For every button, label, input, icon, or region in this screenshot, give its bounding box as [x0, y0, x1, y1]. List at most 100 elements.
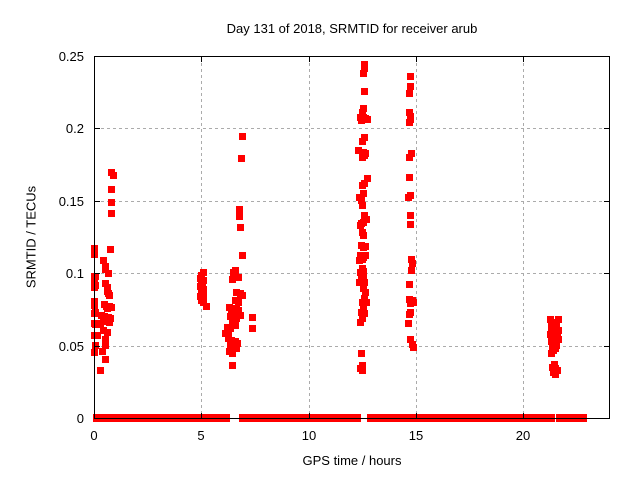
data-point [235, 274, 242, 281]
data-point [92, 309, 99, 316]
data-point [407, 212, 414, 219]
data-point [357, 269, 364, 276]
data-point [554, 367, 561, 374]
data-point [358, 350, 365, 357]
data-point [249, 314, 256, 321]
data-point [357, 222, 364, 229]
data-point [110, 172, 117, 179]
data-point [106, 319, 113, 326]
y-tick-mark [95, 273, 100, 274]
data-point [94, 332, 101, 339]
data-point [406, 281, 413, 288]
data-point [99, 348, 106, 355]
data-point [229, 276, 236, 283]
x-tick-label: 0 [90, 428, 98, 443]
data-point [552, 371, 559, 378]
data-point [359, 109, 366, 116]
x-tick-mark [416, 57, 417, 62]
data-point [361, 88, 368, 95]
x-gridline [416, 57, 417, 418]
data-point [360, 190, 367, 197]
data-point [235, 299, 242, 306]
data-point [107, 246, 114, 253]
y-tick-mark [604, 201, 609, 202]
data-point [232, 322, 239, 329]
data-point [555, 316, 562, 323]
y-gridline [95, 273, 609, 274]
x-tick-label: 10 [301, 428, 317, 443]
data-point [100, 257, 107, 264]
data-point [228, 337, 235, 344]
data-point [408, 256, 415, 263]
data-point [407, 336, 414, 343]
data-point [233, 345, 240, 352]
data-point [108, 186, 115, 193]
data-point [406, 90, 413, 97]
data-point [406, 174, 413, 181]
data-point [92, 273, 99, 280]
data-point [92, 342, 99, 349]
x-tick-mark [309, 57, 310, 62]
x-tick-label: 15 [408, 428, 424, 443]
data-point [359, 154, 366, 161]
y-tick-mark [95, 201, 100, 202]
data-point [355, 147, 362, 154]
x-tick-label: 20 [515, 428, 531, 443]
data-point [408, 267, 415, 274]
data-point [238, 155, 245, 162]
data-point [104, 284, 111, 291]
data-point [405, 194, 412, 201]
data-point [359, 299, 366, 306]
data-point [229, 350, 236, 357]
x-tick-mark [523, 57, 524, 62]
data-point [363, 299, 370, 306]
data-point [97, 321, 104, 328]
data-point [406, 154, 413, 161]
data-point [100, 327, 107, 334]
data-point [361, 279, 368, 286]
data-point [407, 83, 414, 90]
data-point [356, 257, 363, 264]
data-point [227, 325, 234, 332]
y-tick-mark [95, 346, 100, 347]
data-point [203, 303, 210, 310]
data-point [359, 315, 366, 322]
data-point [359, 182, 366, 189]
data-point [361, 134, 368, 141]
data-point [406, 311, 413, 318]
data-point [237, 312, 244, 319]
x-tick-mark [94, 413, 95, 418]
plot-border-left [94, 56, 95, 419]
data-point [108, 304, 115, 311]
data-point [358, 197, 365, 204]
data-point [236, 206, 243, 213]
data-point [364, 116, 371, 123]
data-point [408, 298, 415, 305]
y-tick-mark [95, 128, 100, 129]
y-tick-label: 0 [76, 411, 84, 426]
data-point [405, 320, 412, 327]
data-point [239, 292, 246, 299]
data-point [234, 340, 241, 347]
y-tick-label: 0.05 [58, 339, 84, 354]
data-point [102, 336, 109, 343]
y-tick-label: 0.15 [58, 194, 84, 209]
y-tick-label: 0.1 [65, 266, 84, 281]
data-point [106, 292, 113, 299]
y-tick-label: 0.25 [58, 49, 84, 64]
data-point [406, 109, 413, 116]
data-point [97, 367, 104, 374]
data-point [230, 269, 237, 276]
data-point [357, 319, 364, 326]
data-point [233, 315, 240, 322]
data-point [359, 202, 366, 209]
data-point [359, 138, 366, 145]
y-tick-mark [604, 273, 609, 274]
data-point [410, 344, 417, 351]
data-point [239, 252, 246, 259]
data-point [102, 342, 109, 349]
data-point [555, 336, 562, 343]
data-point [361, 310, 368, 317]
data-point [108, 199, 115, 206]
